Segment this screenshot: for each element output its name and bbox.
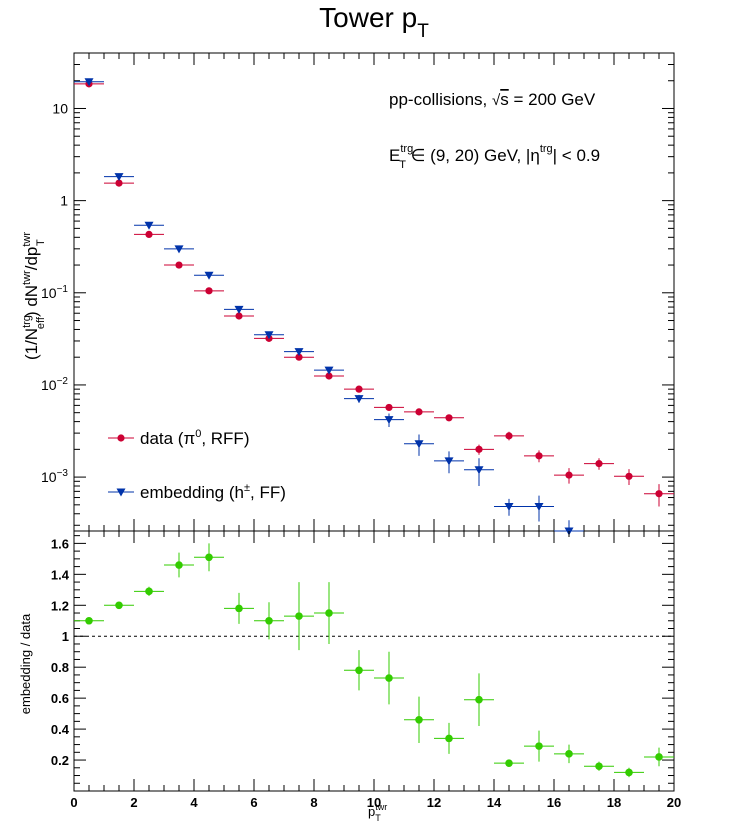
- ratio-point: [235, 604, 243, 613]
- bottom-y-tick-label: 0.2: [51, 753, 69, 768]
- bottom-x-tick-label: 14: [487, 795, 502, 810]
- annotation-collision: pp-collisions, √s = 200 GeV: [389, 90, 596, 109]
- top-series-1-point: [384, 416, 394, 425]
- top-series-0-point: [535, 452, 543, 460]
- bottom-x-tick-label: 12: [427, 795, 441, 810]
- ratio-point: [535, 742, 543, 750]
- top-series-0-point: [415, 408, 423, 416]
- bottom-y-tick-label: 0.4: [51, 722, 70, 737]
- bottom-y-tick-label: 0.6: [51, 691, 69, 706]
- ratio-point: [145, 587, 153, 596]
- bottom-x-tick-label: 20: [667, 795, 681, 810]
- x-axis-label: ptwr T: [368, 802, 387, 823]
- top-series-0-point: [385, 403, 393, 412]
- top-y-tick-label: 10−3: [41, 468, 68, 485]
- top-series-1-point: [354, 395, 364, 404]
- top-series-1-point: [114, 173, 124, 182]
- bottom-y-tick-label: 1.2: [51, 598, 69, 613]
- top-series-1-point: [84, 78, 94, 87]
- top-y-tick-label: 10−1: [41, 284, 68, 301]
- top-series-1-point: [414, 440, 424, 449]
- ratio-point: [205, 553, 213, 562]
- bottom-x-tick-label: 8: [310, 795, 317, 810]
- ratio-point: [475, 695, 483, 704]
- bottom-y-tick-label: 1: [62, 629, 69, 644]
- legend-marker-data: [117, 434, 125, 442]
- top-series-0-point: [175, 261, 183, 269]
- top-y-tick-label: 1: [60, 193, 68, 209]
- top-series-0-point: [475, 445, 483, 453]
- ratio-point: [175, 561, 183, 569]
- legend-label-data: data (π0, RFF): [140, 428, 249, 448]
- top-series-0-point: [625, 472, 633, 480]
- top-series-0-point: [295, 353, 303, 361]
- bottom-y-tick-label: 1.6: [51, 536, 69, 551]
- top-series-1-point: [534, 502, 544, 511]
- bottom-y-tick-label: 1.4: [51, 567, 70, 582]
- ratio-point: [325, 609, 333, 617]
- bottom-panel-frame: [73, 530, 675, 792]
- bottom-x-tick-label: 18: [607, 795, 621, 810]
- ratio-point: [415, 716, 423, 724]
- bottom-x-tick-label: 6: [250, 795, 257, 810]
- bottom-x-tick-label: 2: [130, 795, 137, 810]
- top-series-0-point: [595, 460, 603, 468]
- plot-marks: 10 1 10−1 10−2 10−3 0 2 4 6 8 10 12 14 16 18 20 0.2 0.4 0.…: [41, 52, 681, 810]
- top-series-1-point: [174, 245, 184, 254]
- top-series-1-point: [474, 466, 484, 475]
- ratio-point: [265, 616, 273, 625]
- top-panel-frame: [73, 52, 675, 532]
- top-series-0-point: [505, 432, 513, 440]
- legend: data (π0, RFF) embedding (h±, FF): [108, 428, 286, 502]
- top-series-1-point: [204, 271, 214, 280]
- bottom-y-axis-label: embedding / data: [18, 613, 33, 714]
- top-series-0-point: [655, 490, 663, 498]
- top-y-tick-label: 10: [52, 100, 68, 116]
- top-series-1-point: [234, 305, 244, 314]
- ratio-point: [295, 612, 303, 620]
- bottom-x-tick-label: 16: [547, 795, 561, 810]
- ratio-point: [595, 762, 603, 771]
- ratio-point: [655, 753, 663, 761]
- top-y-axis-label: (1/Ntrg eff) dNtwr/dptwr T: [21, 232, 47, 360]
- legend-label-embedding: embedding (h±, FF): [140, 482, 286, 502]
- top-series-1-point: [294, 348, 304, 357]
- top-y-tick-label: 10−2: [41, 376, 68, 393]
- top-series-1-point: [444, 457, 454, 466]
- ratio-point: [355, 666, 363, 675]
- ratio-point: [505, 759, 513, 767]
- top-series-0-point: [325, 372, 333, 380]
- top-series-1-point: [264, 331, 274, 340]
- top-series-0-point: [205, 287, 213, 295]
- ratio-point: [385, 674, 393, 682]
- ratio-point: [625, 768, 633, 777]
- bottom-x-tick-label: 10: [367, 795, 381, 810]
- annotation-trigger: Etrg T ∈ (9, 20) GeV, |ηtrg| < 0.9: [389, 143, 600, 171]
- bottom-x-tick-label: 4: [190, 795, 198, 810]
- top-series-0-point: [565, 471, 573, 479]
- top-series-0-point: [145, 230, 153, 239]
- chart-title: Tower pT: [319, 2, 429, 42]
- top-series-0-point: [235, 312, 243, 320]
- top-series-1-point: [324, 366, 334, 375]
- ratio-point: [445, 734, 453, 743]
- ratio-point: [565, 750, 573, 758]
- ratio-point: [115, 601, 123, 610]
- bottom-x-tick-label: 0: [70, 795, 77, 810]
- ratio-point: [85, 616, 93, 625]
- top-series-0-point: [445, 414, 453, 422]
- legend-marker-embedding: [116, 488, 126, 497]
- top-series-0-point: [355, 385, 363, 393]
- top-series-1-point: [504, 502, 514, 511]
- bottom-y-tick-label: 0.8: [51, 660, 69, 675]
- top-series-0-point: [115, 179, 123, 187]
- top-series-1-point: [144, 221, 154, 230]
